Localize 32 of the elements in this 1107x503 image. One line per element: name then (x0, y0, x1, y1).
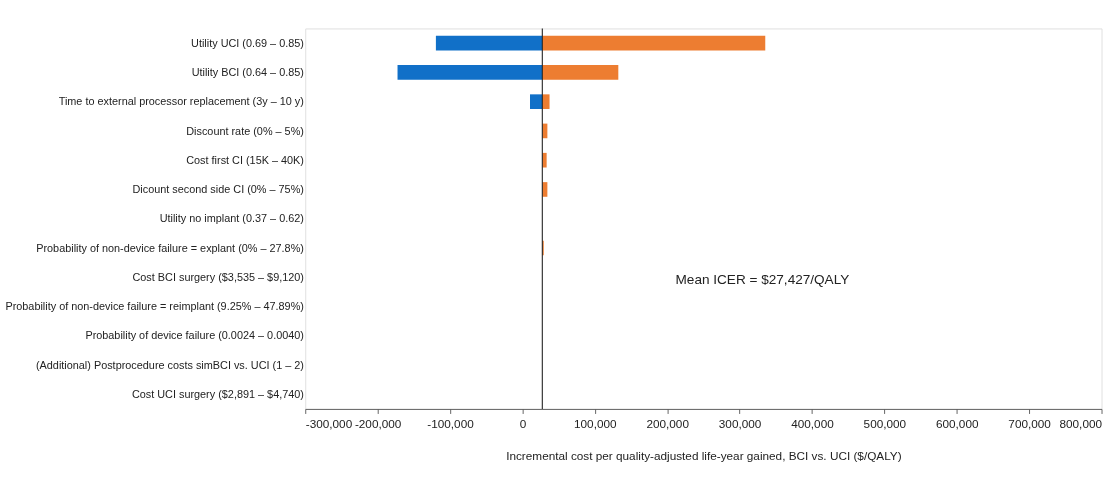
x-tick-label: 300,000 (718, 417, 762, 431)
x-tick-label: 0 (519, 417, 527, 431)
y-tick-label: Cost BCI surgery ($3,535 – $9,120) (132, 270, 304, 283)
y-tick-label: Probability of device failure (0.0024 – 0.0040) (85, 329, 304, 342)
y-tick-label: Time to external processor replacement (3y – 10 y) (58, 95, 304, 108)
bar (435, 35, 543, 51)
y-tick-label: Discount rate (0% – 5%) (186, 124, 304, 137)
bar (397, 65, 543, 80)
bar (530, 94, 543, 109)
annotation: Mean ICER = $27,427/QALY (675, 272, 850, 288)
x-tick-label: -200,000 (354, 417, 402, 431)
bar (542, 65, 619, 80)
y-tick-label: Probability of non-device failure = reimplant (9.25% – 47.89%) (5, 300, 304, 313)
x-tick-label: 600,000 (935, 417, 979, 431)
y-tick-label: (Additional) Postprocedure costs simBCI vs. UCI (1 – 2) (35, 358, 304, 371)
y-tick-label: Cost UCI surgery ($2,891 – $4,740) (131, 387, 304, 400)
x-tick-label: 100,000 (574, 417, 618, 431)
x-axis-title: Incremental cost per quality-adjusted life-year gained, BCI vs. UCI ($/QALY) (506, 449, 902, 463)
y-tick-label: Dicount second side CI (0% – 75%) (132, 183, 304, 196)
x-tick-label: 500,000 (863, 417, 907, 431)
y-tick-label: Utility no implant (0.37 – 0.62) (159, 212, 304, 225)
x-tick-label: 200,000 (646, 417, 690, 431)
y-tick-label: Cost first CI (15K – 40K) (186, 153, 304, 166)
bar (542, 35, 766, 51)
y-tick-label: Utility BCI (0.64 – 0.85) (191, 66, 304, 79)
x-tick-label: -300,000 (305, 417, 353, 431)
x-tick-label: 700,000 (1008, 417, 1052, 431)
y-tick-label: Probability of non-device failure = explant (0% – 27.8%) (36, 241, 304, 254)
x-tick-label: 800,000 (1059, 417, 1103, 431)
y-tick-label: Utility UCI (0.69 – 0.85) (191, 36, 304, 49)
x-tick-label: 400,000 (791, 417, 835, 431)
x-tick-label: -100,000 (427, 417, 475, 431)
